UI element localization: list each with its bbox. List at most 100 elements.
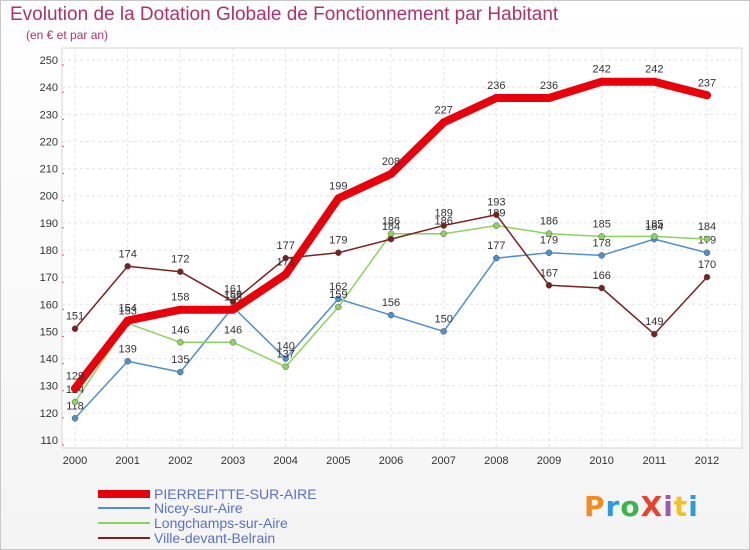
data-point — [703, 249, 711, 256]
legend-swatch — [98, 490, 150, 498]
data-label: 186 — [540, 216, 558, 228]
data-point — [439, 118, 448, 127]
x-tick-label: 2002 — [168, 455, 192, 467]
data-point — [387, 311, 395, 319]
data-point — [281, 270, 290, 279]
data-label: 171 — [276, 256, 294, 268]
data-point — [71, 415, 79, 422]
data-label: 161 — [224, 284, 242, 296]
data-label: 177 — [276, 240, 294, 252]
data-label: 185 — [592, 218, 610, 230]
y-tick-label: 130 — [40, 381, 58, 393]
data-label: 236 — [540, 80, 558, 92]
data-label: 158 — [224, 292, 242, 304]
data-label: 184 — [382, 221, 400, 233]
data-label: 139 — [118, 343, 136, 355]
x-tick-label: 2006 — [379, 455, 403, 467]
data-label: 140 — [276, 341, 294, 353]
chart-title: Evolution de la Dotation Globale de Fonc… — [10, 4, 559, 25]
data-label: 149 — [645, 316, 663, 328]
data-label: 179 — [540, 235, 558, 247]
legend-item: Nicey-sur-Aire — [98, 500, 243, 516]
data-point — [334, 194, 343, 203]
legend-label: Nicey-sur-Aire — [154, 500, 243, 516]
data-label: 236 — [487, 80, 505, 92]
data-label: 137 — [276, 349, 294, 361]
legend-item: PIERREFITTE-SUR-AIRE — [98, 486, 317, 502]
legend-label: PIERREFITTE-SUR-AIRE — [154, 486, 317, 502]
data-point — [598, 233, 605, 240]
data-label: 189 — [434, 208, 452, 220]
proxiti-logo: ProXiti — [584, 490, 699, 523]
data-point — [651, 330, 658, 338]
data-point — [124, 263, 131, 270]
data-label: 237 — [698, 77, 716, 89]
y-tick-label: 200 — [40, 191, 58, 203]
data-point — [335, 249, 342, 256]
data-point — [282, 254, 289, 262]
data-label: 199 — [329, 180, 347, 192]
data-label: 156 — [382, 297, 400, 309]
x-tick-label: 2001 — [115, 455, 139, 467]
x-tick-label: 2000 — [63, 455, 87, 467]
y-tick-label: 110 — [40, 435, 58, 447]
data-point — [598, 252, 605, 259]
data-point — [282, 363, 289, 370]
data-point — [71, 398, 79, 406]
data-label: 185 — [645, 218, 663, 230]
data-label: 150 — [434, 313, 452, 325]
data-point — [229, 339, 237, 346]
y-tick-label: 190 — [40, 218, 58, 230]
data-label: 186 — [382, 216, 400, 228]
data-point — [440, 222, 447, 229]
y-tick-label: 250 — [40, 55, 58, 67]
data-point — [650, 77, 659, 86]
x-tick-label: 2003 — [221, 455, 245, 467]
legend-swatch — [98, 537, 150, 539]
data-label: 242 — [592, 64, 610, 76]
data-point — [124, 358, 131, 365]
data-point — [177, 268, 184, 275]
x-tick-label: 2012 — [695, 455, 719, 467]
data-label: 174 — [118, 248, 136, 260]
data-point — [123, 316, 132, 325]
data-label: 158 — [171, 292, 189, 304]
data-point — [597, 77, 606, 86]
data-point — [229, 305, 237, 314]
data-label: 172 — [171, 254, 189, 266]
data-label: 146 — [224, 324, 242, 336]
data-point — [71, 325, 79, 332]
data-point — [440, 328, 447, 335]
x-tick-label: 2010 — [589, 455, 613, 467]
data-point — [703, 273, 711, 281]
data-point — [387, 170, 395, 178]
data-point — [493, 254, 500, 262]
y-tick-label: 210 — [40, 164, 58, 176]
data-label: 208 — [382, 156, 400, 168]
data-point — [545, 282, 553, 289]
y-tick-label: 150 — [40, 326, 58, 338]
data-label: 184 — [698, 221, 716, 233]
chart-subtitle: (en € et par an) — [26, 28, 109, 42]
legend-label: Ville-devant-Belrain — [154, 530, 276, 546]
legend-item: Ville-devant-Belrain — [98, 530, 275, 546]
data-point — [703, 91, 711, 100]
data-label: 193 — [487, 197, 505, 209]
x-tick-label: 2005 — [326, 455, 350, 467]
data-point — [703, 235, 711, 243]
data-point — [176, 305, 185, 314]
data-label: 166 — [592, 270, 610, 282]
data-point — [71, 384, 79, 393]
data-label: 242 — [645, 64, 663, 76]
y-tick-label: 160 — [40, 299, 58, 311]
data-label: 162 — [329, 281, 347, 293]
data-label: 154 — [118, 303, 136, 315]
data-point — [335, 295, 342, 303]
data-label: 129 — [66, 370, 84, 382]
y-tick-label: 180 — [40, 245, 58, 257]
legend-swatch — [98, 522, 150, 524]
data-label: 227 — [434, 104, 452, 116]
data-point — [545, 249, 553, 256]
x-tick-label: 2007 — [431, 455, 455, 467]
